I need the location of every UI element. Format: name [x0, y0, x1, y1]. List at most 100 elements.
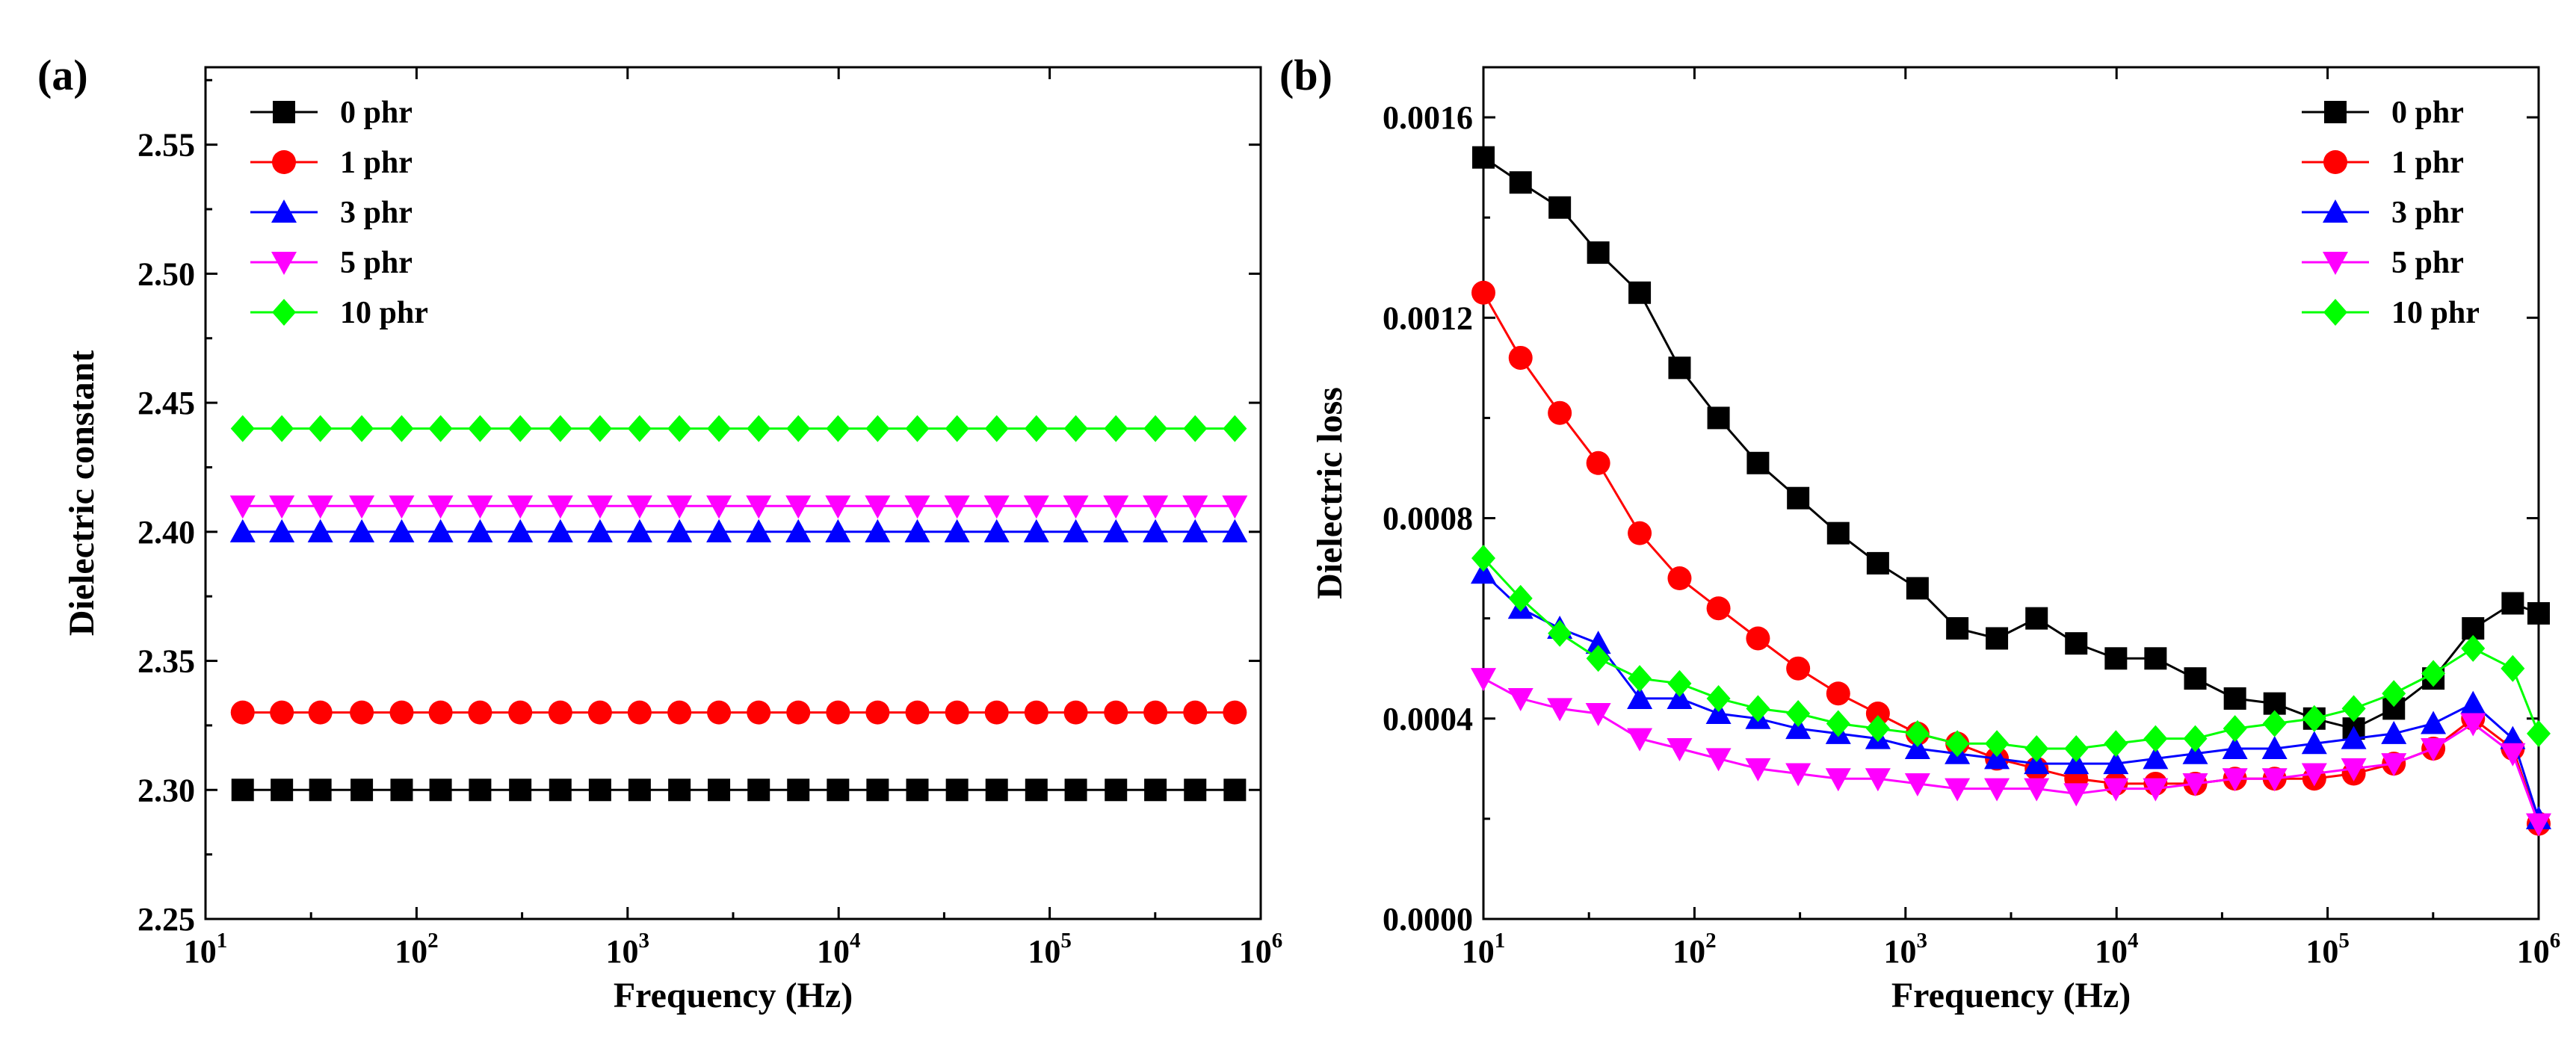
data-point — [2143, 725, 2168, 752]
data-point — [706, 495, 732, 519]
data-point — [1866, 551, 1889, 575]
data-point — [1865, 702, 1890, 726]
data-point — [428, 415, 453, 442]
data-point — [1548, 196, 1572, 219]
data-point — [2527, 719, 2551, 747]
legend: 0 phr 1 phr 3 phr 5 phr 10 phr — [250, 96, 428, 330]
data-point — [706, 519, 732, 542]
x-tick-exponent: 4 — [2128, 929, 2139, 953]
x-tick-base: 10 — [1884, 933, 1917, 970]
legend: 0 phr 1 phr 3 phr 5 phr 10 phr — [2302, 96, 2480, 330]
data-point — [746, 495, 772, 519]
data-point — [906, 779, 929, 802]
data-point — [2222, 768, 2248, 792]
x-axis-title: Frequency (Hz) — [1891, 976, 2131, 1015]
data-point — [1508, 584, 1533, 612]
legend-marker — [271, 252, 297, 275]
data-point — [308, 700, 333, 725]
data-point — [1064, 779, 1087, 802]
data-point — [1023, 519, 1049, 542]
data-point — [825, 495, 851, 519]
series-line — [1483, 156, 2539, 730]
data-point — [2182, 740, 2208, 764]
series-0-phr — [1472, 146, 2550, 740]
data-point — [427, 519, 454, 542]
data-point — [2341, 695, 2366, 722]
data-point — [427, 495, 454, 519]
x-tick-label: 105 — [2305, 929, 2350, 970]
data-point — [1826, 521, 1850, 545]
x-tick-exponent: 2 — [427, 929, 439, 953]
x-tick-base: 10 — [2305, 933, 2338, 970]
data-point — [1906, 577, 1929, 600]
data-point — [1063, 415, 1088, 442]
data-point — [904, 519, 930, 542]
data-point — [588, 779, 611, 802]
data-point — [1025, 779, 1048, 802]
data-point — [587, 495, 613, 519]
data-point — [1667, 685, 1693, 709]
data-point — [229, 495, 256, 519]
x-tick-exponent: 2 — [1705, 929, 1717, 953]
data-point — [1904, 736, 1930, 759]
data-point — [350, 779, 374, 802]
data-point — [1103, 519, 1129, 542]
data-point — [467, 519, 493, 542]
data-point — [1548, 400, 1572, 425]
data-point — [508, 700, 533, 725]
series-5-phr — [1471, 668, 2551, 837]
data-point — [1222, 519, 1248, 542]
data-point — [1471, 560, 1496, 584]
data-point — [231, 779, 254, 802]
legend-label: 5 phr — [340, 246, 413, 280]
x-tick-label: 102 — [395, 929, 439, 970]
data-point — [627, 700, 652, 725]
data-point — [2461, 634, 2486, 662]
data-point — [1706, 596, 1731, 621]
data-point — [1548, 619, 1572, 647]
data-point — [628, 779, 651, 802]
x-tick-label: 101 — [1462, 929, 1506, 970]
series-3-phr — [229, 519, 1248, 542]
data-point — [428, 700, 453, 725]
data-point — [2341, 725, 2367, 749]
data-point — [1785, 716, 1811, 740]
series-10-phr — [230, 415, 1247, 442]
data-point — [270, 700, 294, 725]
data-point — [349, 495, 375, 519]
data-point — [1667, 566, 1692, 590]
data-point — [1904, 773, 1930, 796]
data-point — [1585, 631, 1611, 654]
data-point — [2501, 592, 2524, 615]
data-point — [1984, 778, 2010, 802]
panel-label: (b) — [1279, 51, 1332, 99]
data-point — [468, 415, 492, 442]
data-point — [429, 779, 452, 802]
data-point — [2223, 715, 2247, 743]
data-point — [1587, 241, 1610, 264]
data-point — [747, 779, 770, 802]
legend-label: 10 phr — [340, 296, 428, 330]
data-point — [1471, 668, 1496, 692]
data-point — [2302, 705, 2326, 732]
x-tick-exponent: 5 — [2338, 929, 2350, 953]
data-point — [1705, 748, 1732, 772]
data-point — [1104, 700, 1128, 725]
data-point — [1825, 768, 1851, 792]
data-point — [1547, 698, 1573, 722]
data-point — [2183, 725, 2208, 752]
data-point — [2421, 738, 2447, 761]
legend-label: 0 phr — [2391, 96, 2464, 130]
y-tick-label: 2.25 — [138, 901, 195, 938]
data-point — [307, 495, 333, 519]
data-point — [548, 415, 572, 442]
data-point — [2024, 735, 2049, 762]
data-point — [467, 495, 493, 519]
legend-marker — [2324, 101, 2347, 123]
data-point — [269, 519, 295, 542]
y-tick-label: 0.0012 — [1383, 300, 1473, 336]
data-point — [270, 415, 294, 442]
legend-marker — [2323, 199, 2348, 223]
data-point — [469, 779, 492, 802]
